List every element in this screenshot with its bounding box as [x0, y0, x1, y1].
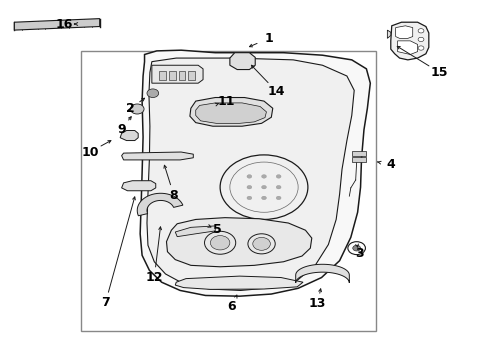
Circle shape — [246, 175, 251, 178]
Polygon shape — [195, 103, 266, 123]
Polygon shape — [152, 65, 203, 83]
Polygon shape — [147, 58, 353, 291]
Bar — [351, 150, 366, 156]
Text: 15: 15 — [430, 66, 447, 79]
Polygon shape — [166, 218, 311, 267]
Text: 7: 7 — [101, 296, 110, 309]
Text: 11: 11 — [217, 95, 234, 108]
Circle shape — [352, 245, 360, 251]
Polygon shape — [189, 98, 272, 126]
Circle shape — [246, 196, 251, 200]
Circle shape — [261, 196, 266, 200]
Circle shape — [147, 89, 158, 98]
Polygon shape — [229, 53, 255, 69]
Polygon shape — [120, 131, 138, 140]
Polygon shape — [175, 226, 215, 237]
Circle shape — [130, 104, 144, 114]
Polygon shape — [395, 26, 412, 39]
Circle shape — [417, 46, 423, 50]
Polygon shape — [122, 152, 193, 160]
Text: 9: 9 — [117, 122, 126, 136]
Polygon shape — [397, 41, 417, 54]
Circle shape — [417, 37, 423, 41]
Polygon shape — [175, 276, 303, 289]
Polygon shape — [386, 30, 390, 39]
Text: 2: 2 — [125, 103, 134, 116]
Text: 16: 16 — [55, 18, 73, 31]
Polygon shape — [14, 19, 100, 30]
Circle shape — [261, 185, 266, 189]
Polygon shape — [390, 22, 428, 60]
Text: 4: 4 — [386, 158, 394, 171]
Polygon shape — [140, 50, 369, 296]
Text: 14: 14 — [267, 85, 285, 98]
Text: 1: 1 — [264, 32, 273, 45]
Polygon shape — [122, 181, 156, 191]
Circle shape — [252, 237, 270, 250]
Circle shape — [246, 185, 251, 189]
Text: 10: 10 — [81, 145, 99, 158]
Text: 6: 6 — [227, 300, 236, 313]
Bar — [351, 157, 366, 162]
Bar — [178, 71, 185, 80]
Text: 12: 12 — [145, 271, 163, 284]
Polygon shape — [295, 264, 348, 283]
Bar — [159, 71, 165, 80]
Bar — [188, 71, 195, 80]
Circle shape — [261, 175, 266, 178]
Circle shape — [210, 235, 229, 250]
Circle shape — [417, 29, 423, 33]
Circle shape — [276, 196, 281, 200]
Text: 13: 13 — [308, 297, 325, 310]
Bar — [81, 51, 375, 330]
Bar — [168, 71, 175, 80]
Circle shape — [276, 175, 281, 178]
Text: 3: 3 — [354, 247, 363, 260]
Polygon shape — [137, 193, 183, 216]
Circle shape — [276, 185, 281, 189]
Text: 8: 8 — [169, 189, 178, 202]
Text: 5: 5 — [212, 223, 221, 236]
